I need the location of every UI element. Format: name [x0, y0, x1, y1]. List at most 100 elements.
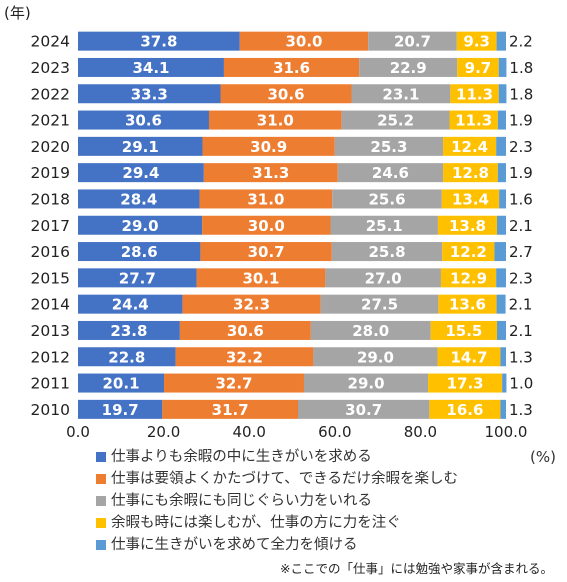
bar-segment	[320, 294, 439, 314]
bar-segment	[441, 189, 500, 209]
data-label: 25.8	[369, 243, 406, 261]
bar-segment	[437, 215, 498, 235]
bar-segment	[202, 215, 331, 235]
data-label: 30.0	[248, 217, 285, 235]
bar-segment	[78, 268, 197, 288]
data-label: 29.0	[348, 375, 385, 393]
bar-segment	[78, 294, 183, 314]
bar-segment	[78, 347, 176, 367]
bar-segment	[450, 84, 499, 104]
bar-segment	[78, 110, 209, 130]
y-tick-label: 2010	[31, 401, 70, 419]
data-label: 34.1	[132, 59, 169, 77]
legend-swatch	[96, 452, 106, 462]
data-label: 9.3	[463, 33, 490, 51]
data-label: 31.3	[252, 164, 289, 182]
bar-segment	[496, 31, 506, 51]
data-label: 1.6	[509, 190, 533, 208]
x-tick-label: 60.0	[318, 423, 351, 440]
data-label: 16.6	[446, 401, 483, 419]
bar-segment	[78, 136, 203, 156]
bar-segment	[78, 373, 165, 393]
bar-segment	[313, 347, 438, 367]
y-tick-label: 2021	[31, 112, 70, 130]
bar-segment	[78, 399, 163, 419]
data-label: 30.1	[242, 269, 279, 287]
bar-segment	[331, 242, 443, 262]
bar-segment	[496, 268, 506, 288]
data-label: 14.7	[450, 348, 487, 366]
legend-swatch	[96, 474, 106, 484]
bar-segment	[497, 215, 506, 235]
bar-segment	[496, 294, 506, 314]
data-label: 2.1	[509, 322, 533, 340]
data-label: 23.8	[110, 322, 147, 340]
x-tick-label: 40.0	[232, 423, 265, 440]
bar-segment	[330, 215, 438, 235]
y-tick-label: 2015	[31, 269, 70, 287]
data-label: 25.3	[370, 138, 407, 156]
bar-segment	[325, 268, 441, 288]
data-label: 37.8	[140, 33, 177, 51]
legend-item: 仕事にも余暇にも同じぐらい力をいれる	[96, 490, 556, 512]
data-label: 32.7	[215, 375, 252, 393]
legend-label: 余暇も時には楽しむが、仕事の方に力を注ぐ	[111, 515, 401, 531]
y-tick-label: 2018	[31, 190, 70, 208]
data-label: 28.4	[120, 190, 157, 208]
bar-segment	[196, 268, 326, 288]
bar-segment	[442, 242, 495, 262]
y-tick-label: 2023	[31, 59, 70, 77]
legend-label: 仕事に生きがいを求めて全力を傾ける	[111, 537, 358, 553]
x-tick-label: 0.0	[66, 423, 90, 440]
y-tick-label: 2017	[31, 217, 70, 235]
legend-item: 余暇も時には楽しむが、仕事の方に力を注ぐ	[96, 512, 556, 534]
bar-segment	[179, 320, 311, 340]
data-label: 32.2	[226, 348, 263, 366]
bar-segment	[78, 189, 200, 209]
bar-segment	[498, 84, 507, 104]
legend-label: 仕事よりも余暇の中に生きがいを求める	[111, 449, 372, 465]
data-label: 1.3	[509, 348, 533, 366]
data-label: 20.1	[103, 375, 140, 393]
y-tick-label: 2022	[31, 85, 70, 103]
bar-segment	[200, 242, 332, 262]
data-label: 30.9	[250, 138, 287, 156]
y-tick-label: 2016	[31, 243, 70, 261]
bar-segment	[175, 347, 314, 367]
chart-legend: 仕事よりも余暇の中に生きがいを求める (%) 仕事は要領よくかたづけて、できるだけ余…	[96, 446, 556, 556]
bar-segment	[182, 294, 321, 314]
data-label: 2.7	[509, 243, 533, 261]
data-label: 12.4	[451, 138, 488, 156]
data-label: 27.5	[361, 296, 398, 314]
data-label: 28.0	[352, 322, 389, 340]
data-label: 30.7	[345, 401, 382, 419]
bar-segment	[78, 84, 221, 104]
bar-segment	[220, 84, 352, 104]
bar-segment	[337, 163, 444, 183]
bar-segment	[497, 110, 506, 130]
bar-segment	[239, 31, 369, 51]
bar-segment	[78, 57, 224, 77]
bar-segment	[497, 320, 506, 340]
data-label: 31.7	[212, 401, 249, 419]
y-tick-label: 2019	[31, 164, 70, 182]
data-label: 23.1	[382, 85, 419, 103]
data-label: 13.6	[449, 296, 486, 314]
bar-segment	[498, 57, 507, 77]
bar-segment	[208, 110, 342, 130]
data-label: 1.8	[509, 59, 533, 77]
y-tick-label: 2024	[31, 33, 70, 51]
bar-segment	[443, 163, 498, 183]
bar-segment	[443, 136, 497, 156]
data-label: 1.0	[509, 375, 533, 393]
y-unit-label: (年)	[4, 4, 31, 22]
bar-segment	[430, 320, 498, 340]
data-label: 24.4	[112, 296, 149, 314]
data-label: 30.6	[227, 322, 264, 340]
data-label: 28.6	[121, 243, 158, 261]
bar-segment	[494, 242, 506, 262]
bar-segment	[297, 399, 430, 419]
y-tick-label: 2011	[31, 375, 70, 393]
legend-label: 仕事にも余暇にも同じぐらい力をいれる	[111, 493, 372, 509]
data-label: 31.0	[257, 112, 294, 130]
